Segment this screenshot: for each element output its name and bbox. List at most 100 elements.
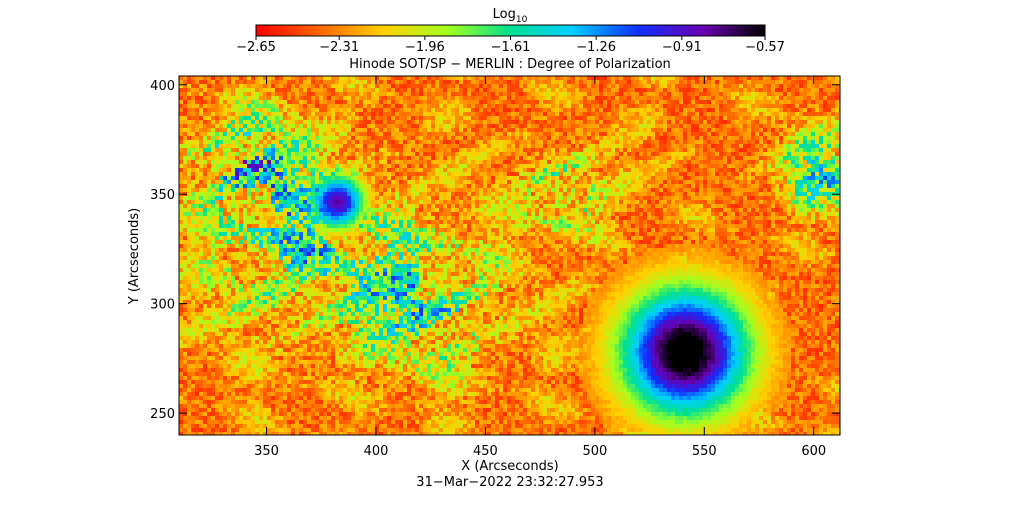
image-cell	[235, 104, 239, 108]
image-cell	[791, 192, 795, 196]
image-cell	[807, 120, 811, 124]
image-cell	[499, 160, 503, 164]
image-cell	[311, 108, 315, 112]
image-cell	[607, 96, 611, 100]
image-cell	[831, 180, 835, 184]
image-cell	[367, 96, 371, 100]
image-cell	[491, 84, 495, 88]
image-cell	[491, 172, 495, 176]
image-cell	[287, 84, 291, 88]
image-cell	[447, 156, 451, 160]
image-cell	[547, 80, 551, 84]
image-cell	[579, 96, 583, 100]
image-cell	[767, 168, 771, 172]
image-cell	[715, 84, 719, 88]
image-cell	[695, 104, 699, 108]
image-cell	[711, 164, 715, 168]
image-cell	[727, 128, 731, 132]
image-cell	[643, 128, 647, 132]
image-cell	[211, 136, 215, 140]
image-cell	[747, 80, 751, 84]
image-cell	[179, 164, 183, 168]
image-cell	[339, 112, 343, 116]
image-cell	[811, 152, 815, 156]
image-cell	[719, 156, 723, 160]
image-cell	[387, 80, 391, 84]
image-cell	[699, 124, 703, 128]
image-cell	[659, 184, 663, 188]
image-cell	[527, 84, 531, 88]
image-cell	[799, 156, 803, 160]
image-cell	[551, 100, 555, 104]
image-cell	[731, 176, 735, 180]
image-cell	[407, 96, 411, 100]
image-cell	[479, 108, 483, 112]
image-cell	[475, 76, 479, 80]
image-cell	[247, 196, 251, 200]
image-cell	[267, 160, 271, 164]
image-cell	[259, 148, 263, 152]
image-cell	[531, 80, 535, 84]
image-cell	[623, 180, 627, 184]
image-cell	[663, 104, 667, 108]
image-cell	[439, 96, 443, 100]
image-cell	[499, 164, 503, 168]
image-cell	[543, 172, 547, 176]
image-cell	[371, 160, 375, 164]
image-cell	[711, 88, 715, 92]
image-cell	[787, 116, 791, 120]
image-cell	[379, 84, 383, 88]
image-cell	[235, 108, 239, 112]
image-cell	[391, 144, 395, 148]
image-cell	[831, 108, 835, 112]
image-cell	[511, 156, 515, 160]
image-cell	[607, 144, 611, 148]
image-cell	[363, 120, 367, 124]
image-cell	[267, 176, 271, 180]
image-cell	[555, 92, 559, 96]
image-cell	[243, 164, 247, 168]
image-cell	[535, 160, 539, 164]
image-cell	[227, 100, 231, 104]
image-cell	[791, 80, 795, 84]
image-cell	[547, 136, 551, 140]
image-cell	[375, 84, 379, 88]
image-cell	[275, 192, 279, 196]
image-cell	[423, 76, 427, 80]
image-cell	[579, 156, 583, 160]
image-cell	[371, 164, 375, 168]
image-cell	[567, 100, 571, 104]
image-cell	[383, 76, 387, 80]
image-cell	[223, 132, 227, 136]
image-cell	[535, 156, 539, 160]
image-cell	[299, 156, 303, 160]
image-cell	[307, 140, 311, 144]
image-cell	[679, 112, 683, 116]
image-cell	[643, 80, 647, 84]
image-cell	[747, 168, 751, 172]
image-cell	[319, 96, 323, 100]
image-cell	[463, 92, 467, 96]
image-cell	[803, 88, 807, 92]
image-cell	[579, 152, 583, 156]
image-cell	[647, 180, 651, 184]
image-cell	[531, 108, 535, 112]
image-cell	[271, 176, 275, 180]
image-cell	[691, 116, 695, 120]
image-cell	[491, 192, 495, 196]
image-cell	[343, 172, 347, 176]
image-cell	[279, 84, 283, 88]
image-cell	[419, 172, 423, 176]
image-cell	[803, 144, 807, 148]
image-cell	[755, 148, 759, 152]
image-cell	[619, 152, 623, 156]
image-cell	[787, 152, 791, 156]
image-cell	[563, 168, 567, 172]
image-cell	[391, 100, 395, 104]
image-cell	[651, 84, 655, 88]
image-cell	[323, 192, 327, 196]
image-cell	[719, 140, 723, 144]
image-cell	[491, 156, 495, 160]
image-cell	[327, 152, 331, 156]
image-cell	[391, 172, 395, 176]
